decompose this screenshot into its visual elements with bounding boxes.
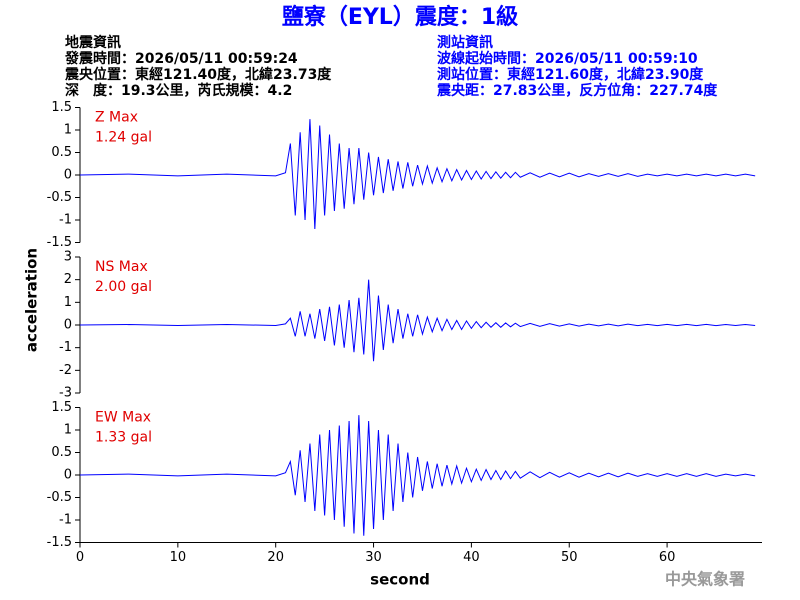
footer: 中央氣象署: [665, 570, 745, 589]
y-tick-label: 0: [64, 318, 72, 333]
x-tick-label: 60: [659, 550, 676, 565]
x-tick-label: 30: [365, 550, 382, 565]
annotation: NS Max: [95, 259, 148, 275]
y-tick-label: 1: [64, 123, 72, 138]
y-tick-label: -0.5: [47, 190, 72, 205]
x-tick-label: 20: [267, 550, 284, 565]
y-tick-label: 1: [64, 295, 72, 310]
y-tick-label: -1: [59, 213, 72, 228]
x-tick-label: 10: [170, 550, 187, 565]
waveform: [79, 279, 756, 362]
title: 鹽寮（EYL）震度：1級: [282, 4, 518, 30]
y-tick-label: -1.5: [47, 235, 72, 250]
annotation: EW Max: [95, 410, 151, 426]
annotation: 2.00 gal: [95, 279, 152, 295]
x-tick-label: 50: [561, 550, 578, 565]
x-axis-label: second: [370, 571, 430, 589]
y-tick-label: -0.5: [47, 490, 72, 505]
y-tick-label: 2: [64, 272, 72, 287]
y-tick-label: -1: [59, 513, 72, 528]
info-line: 震央位置：東經121.40度，北緯23.73度: [64, 66, 332, 83]
annotation: Z Max: [95, 110, 138, 126]
info-line: 發震時間：2026/05/11 00:59:24: [64, 50, 298, 67]
y-axis-label: acceleration: [23, 248, 41, 352]
x-tick-label: 40: [463, 550, 480, 565]
waveform: [79, 119, 756, 230]
info-line: 波線起始時間：2026/05/11 00:59:10: [437, 50, 698, 67]
info-line: 震央距：27.83公里，反方位角：227.74度: [436, 82, 718, 99]
info-line: 測站位置：東經121.60度，北緯23.90度: [437, 66, 704, 83]
y-tick-label: 0: [64, 168, 72, 183]
y-tick-label: 1: [64, 423, 72, 438]
y-tick-label: 0.5: [51, 445, 72, 460]
y-tick-label: -1.5: [47, 535, 72, 550]
info-line: 測站資訊: [437, 34, 493, 51]
y-tick-label: 3: [64, 250, 72, 265]
x-tick-label: 0: [76, 550, 84, 565]
annotation: 1.33 gal: [95, 430, 152, 446]
y-tick-label: 0.5: [51, 145, 72, 160]
info-line: 地震資訊: [65, 34, 121, 51]
info-line: 深 度：19.3公里，芮氏規模：4.2: [65, 82, 292, 99]
y-tick-label: 1.5: [51, 100, 72, 115]
y-tick-label: 1.5: [51, 400, 72, 415]
y-tick-label: -3: [59, 386, 72, 401]
y-tick-label: 0: [64, 468, 72, 483]
waveform: [79, 415, 756, 536]
annotation: 1.24 gal: [95, 130, 152, 146]
y-tick-label: -2: [59, 363, 72, 378]
y-tick-label: -1: [59, 340, 72, 355]
